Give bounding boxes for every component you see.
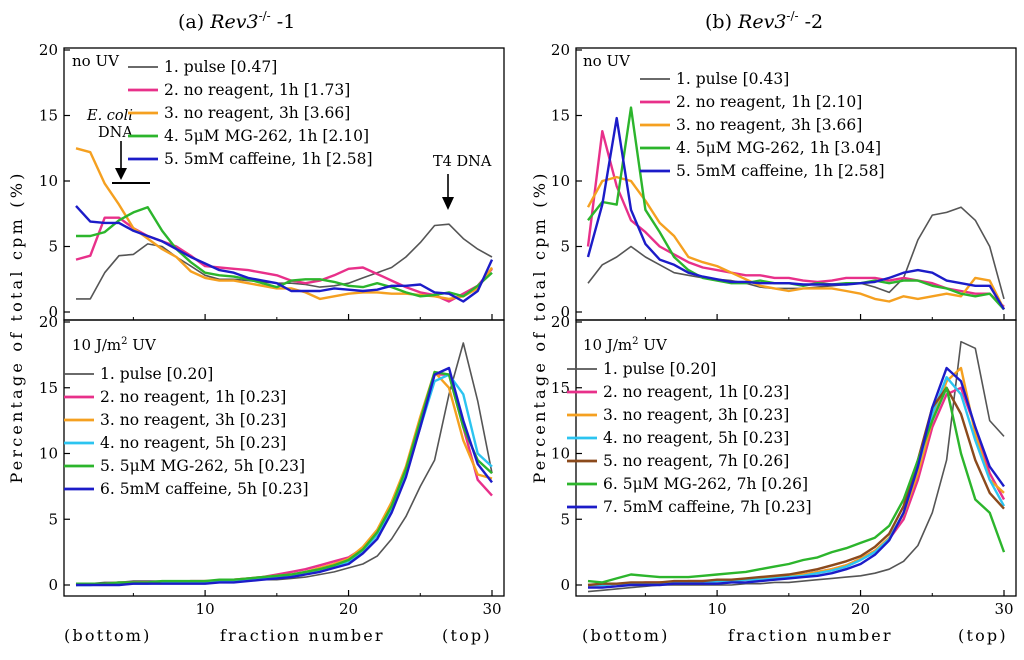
legend-label-b-top-3: 3. no reagent, 3h [3.66] [676, 116, 862, 134]
y-axis-label-right: Percentage of total cpm (%) [530, 170, 549, 483]
x-tick-label-a-bottom-10: 10 [196, 600, 215, 618]
x-label-top-right: (top) [958, 626, 1008, 645]
x-tick-label-b-bottom-20: 20 [851, 600, 870, 618]
legend-label-b-bottom-6: 6. 5μM MG-262, 7h [0.26] [603, 475, 808, 493]
legend-label-b-top-2: 2. no reagent, 1h [2.10] [676, 93, 862, 111]
legend-label-a-top-2: 2. no reagent, 1h [1.73] [164, 81, 350, 99]
legend-label-b-top-4: 4. 5μM MG-262, 1h [3.04] [676, 139, 881, 157]
legend-label-a-bottom-6: 6. 5mM caffeine, 5h [0.23] [100, 480, 309, 498]
ecoli-label: E. coli [86, 108, 133, 124]
legend-label-b-bottom-5: 5. no reagent, 7h [0.26] [603, 452, 789, 470]
series-line-b-top-3 [586, 175, 1006, 310]
y-tick-label-a-bottom-10: 10 [39, 445, 58, 463]
series-line-a-bottom-6 [76, 366, 493, 587]
legend-label-b-bottom-1: 1. pulse [0.20] [603, 360, 716, 378]
x-label-top-left: (top) [442, 626, 492, 645]
x-tick-label-b-bottom-30: 30 [994, 600, 1013, 618]
series-line-a-top-3 [75, 147, 493, 301]
t4-arrow-icon [442, 174, 454, 210]
legend-label-a-bottom-3: 3. no reagent, 3h [0.23] [100, 411, 286, 429]
y-tick-label-b-bottom-5: 5 [560, 510, 570, 528]
y-tick-label-b-bottom-0: 0 [560, 576, 570, 594]
series-line-b-bottom-6 [587, 386, 1006, 584]
legend-label-a-top-4: 4. 5μM MG-262, 1h [2.10] [164, 127, 369, 145]
legend-label-a-top-3: 3. no reagent, 3h [3.66] [164, 104, 350, 122]
ecoli-arrow-icon [112, 141, 150, 184]
condition-a-bottom: 10 J/m2 UV [72, 336, 157, 354]
y-tick-label-b-top-10: 10 [551, 172, 570, 190]
condition-b-bottom: 10 J/m2 UV [583, 336, 668, 354]
series-line-b-bottom-7 [588, 366, 1005, 589]
series-line-b-top-2 [586, 129, 1005, 308]
y-tick-label-a-bottom-20: 20 [39, 313, 58, 331]
frame-a-bottom [63, 319, 505, 597]
legend-label-a-top-5: 5. 5mM caffeine, 1h [2.58] [164, 150, 373, 168]
series-line-a-bottom-5 [76, 370, 493, 585]
y-tick-label-a-top-15: 15 [39, 107, 58, 125]
y-tick-label-a-bottom-5: 5 [48, 510, 58, 528]
x-tick-label-a-bottom-20: 20 [339, 600, 358, 618]
y-tick-label-a-top-5: 5 [48, 238, 58, 256]
frame-b-bottom [575, 319, 1017, 597]
y-axis-label-left: Percentage of total cpm (%) [7, 170, 26, 483]
y-tick-label-b-top-0: 0 [560, 303, 570, 321]
legend-label-b-bottom-2: 2. no reagent, 1h [0.23] [603, 383, 789, 401]
series-line-b-top-5 [586, 116, 1006, 311]
x-tick-label-b-bottom-10: 10 [708, 600, 727, 618]
y-tick-label-b-bottom-20: 20 [551, 313, 570, 331]
y-tick-label-a-bottom-0: 0 [48, 576, 58, 594]
x-label-bottom-right: (bottom) [582, 626, 670, 645]
series-line-b-top-1 [587, 206, 1005, 300]
x-label-bottom-left: (bottom) [64, 626, 152, 645]
series-line-b-bottom-4 [588, 376, 1006, 587]
legend-label-b-bottom-7: 7. 5mM caffeine, 7h [0.23] [603, 498, 812, 516]
panel-b-title: (b) Rev3-/- -2 [705, 9, 823, 33]
legend-label-a-bottom-2: 2. no reagent, 1h [0.23] [100, 388, 286, 406]
x-tick-label-a-bottom-30: 30 [482, 600, 501, 618]
y-tick-label-b-top-15: 15 [551, 107, 570, 125]
y-tick-label-a-bottom-15: 15 [39, 379, 58, 397]
x-label-right: fraction number [728, 626, 893, 645]
series-line-a-top-5 [75, 205, 494, 303]
condition-a-top: no UV [72, 52, 120, 70]
y-tick-label-b-top-20: 20 [551, 41, 570, 59]
series-line-a-top-4 [76, 205, 493, 298]
legend-label-b-top-1: 1. pulse [0.43] [676, 70, 789, 88]
y-tick-label-b-bottom-10: 10 [551, 445, 570, 463]
y-tick-label-a-top-20: 20 [39, 41, 58, 59]
series-line-a-bottom-1 [76, 342, 493, 585]
legend-label-a-bottom-5: 5. 5μM MG-262, 5h [0.23] [100, 457, 305, 475]
legend-label-b-bottom-3: 3. no reagent, 3h [0.23] [603, 406, 789, 424]
x-label-left: fraction number [220, 626, 385, 645]
legend-label-a-top-1: 1. pulse [0.47] [164, 58, 277, 76]
t4-dna-label: T4 DNA [433, 154, 492, 170]
y-tick-label-a-top-0: 0 [48, 303, 58, 321]
ecoli-dna-label: DNA [98, 125, 133, 141]
legend-label-a-bottom-1: 1. pulse [0.20] [100, 365, 213, 383]
legend-label-b-bottom-4: 4. no reagent, 5h [0.23] [603, 429, 789, 447]
condition-b-top: no UV [583, 52, 631, 70]
legend-label-a-bottom-4: 4. no reagent, 5h [0.23] [100, 434, 286, 452]
y-tick-label-a-top-10: 10 [39, 172, 58, 190]
legend-label-b-top-5: 5. 5mM caffeine, 1h [2.58] [676, 162, 885, 180]
panel-a-title: (a) Rev3-/- -1 [178, 9, 295, 33]
y-tick-label-b-bottom-15: 15 [551, 379, 570, 397]
y-tick-label-b-top-5: 5 [560, 238, 570, 256]
